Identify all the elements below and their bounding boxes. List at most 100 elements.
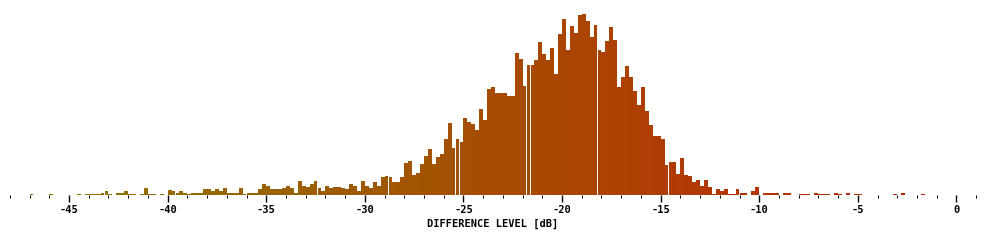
Bar [613, 40, 617, 195]
Bar [207, 189, 211, 195]
Bar [49, 194, 53, 195]
Bar [463, 118, 467, 195]
Bar [696, 180, 700, 195]
Bar [893, 194, 897, 195]
Bar [250, 193, 254, 195]
Bar [558, 34, 562, 195]
Bar [775, 193, 779, 195]
Bar [665, 166, 669, 195]
Bar [448, 123, 452, 195]
Bar [633, 91, 637, 195]
Bar [132, 194, 136, 195]
X-axis label: DIFFERENCE LEVEL [dB]: DIFFERENCE LEVEL [dB] [427, 219, 559, 229]
Bar [854, 194, 858, 195]
Bar [546, 60, 550, 195]
Bar [487, 88, 491, 195]
Bar [834, 193, 838, 195]
Bar [617, 87, 621, 195]
Bar [428, 149, 432, 195]
Bar [590, 36, 594, 195]
Bar [298, 181, 302, 195]
Bar [621, 77, 625, 195]
Bar [814, 193, 818, 195]
Bar [475, 130, 479, 195]
Bar [803, 194, 807, 195]
Bar [605, 41, 609, 195]
Bar [124, 192, 128, 195]
Bar [672, 162, 676, 195]
Bar [286, 186, 290, 195]
Bar [732, 194, 736, 195]
Bar [85, 194, 89, 195]
Bar [534, 60, 538, 195]
Bar [467, 122, 471, 195]
Bar [349, 184, 353, 195]
Bar [586, 21, 590, 195]
Bar [601, 52, 605, 195]
Bar [562, 19, 566, 195]
Bar [523, 86, 527, 195]
Bar [787, 193, 791, 195]
Bar [235, 193, 239, 195]
Bar [680, 158, 684, 195]
Bar [101, 193, 105, 195]
Bar [542, 54, 546, 195]
Bar [724, 189, 728, 195]
Bar [77, 194, 81, 195]
Bar [700, 186, 704, 195]
Bar [266, 186, 270, 195]
Bar [215, 189, 219, 195]
Bar [199, 193, 203, 195]
Bar [152, 194, 156, 195]
Bar [799, 194, 803, 195]
Bar [712, 194, 716, 195]
Bar [416, 172, 420, 195]
Bar [838, 194, 842, 195]
Bar [574, 33, 578, 195]
Bar [499, 93, 503, 195]
Bar [767, 193, 771, 195]
Bar [369, 188, 373, 195]
Bar [168, 190, 172, 195]
Bar [187, 194, 191, 195]
Bar [751, 192, 755, 195]
Bar [511, 96, 515, 195]
Bar [637, 105, 641, 195]
Bar [483, 120, 487, 195]
Bar [452, 148, 456, 195]
Bar [388, 177, 392, 195]
Bar [333, 187, 337, 195]
Bar [93, 194, 97, 195]
Bar [530, 65, 534, 195]
Bar [381, 177, 385, 195]
Bar [140, 194, 144, 195]
Bar [858, 194, 862, 195]
Bar [641, 87, 645, 195]
Bar [183, 193, 187, 195]
Bar [231, 193, 235, 195]
Bar [400, 177, 404, 195]
Bar [479, 109, 483, 195]
Bar [396, 182, 400, 195]
Bar [676, 174, 680, 195]
Bar [503, 93, 507, 195]
Bar [704, 180, 708, 195]
Bar [120, 193, 124, 195]
Bar [594, 25, 598, 195]
Bar [684, 175, 688, 195]
Bar [550, 48, 554, 195]
Bar [716, 189, 720, 195]
Bar [105, 192, 108, 195]
Bar [97, 194, 101, 195]
Bar [657, 136, 661, 195]
Bar [440, 154, 444, 195]
Bar [740, 193, 743, 195]
Bar [314, 181, 317, 195]
Bar [783, 193, 787, 195]
Bar [128, 194, 132, 195]
Bar [116, 193, 120, 195]
Bar [771, 193, 775, 195]
Bar [515, 53, 519, 195]
Bar [172, 192, 176, 195]
Bar [392, 182, 396, 195]
